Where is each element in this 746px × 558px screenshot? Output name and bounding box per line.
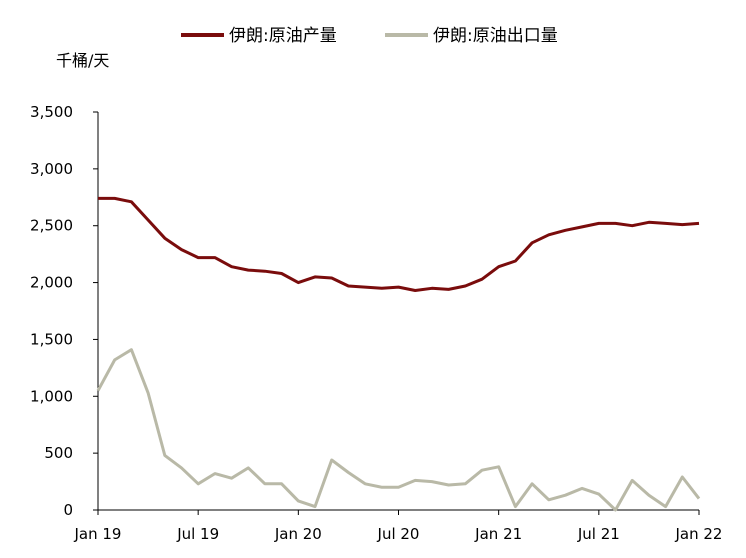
x-axis-ticks: Jan 19 Jul 19 Jan 20 Jul 20 Jan 21 Jul 21 Jan … <box>74 510 723 543</box>
x-tick-label: Jan 21 <box>474 525 522 543</box>
legend: 伊朗:原油产量 伊朗:原油出口量 <box>181 26 558 46</box>
y-tick-label: 2,500 <box>30 217 73 235</box>
x-tick-label: Jul 21 <box>577 525 620 543</box>
y-tick-label: 500 <box>44 444 73 462</box>
y-tick-label: 0 <box>63 501 73 519</box>
x-tick-label: Jan 20 <box>274 525 322 543</box>
y-tick-label: 1,000 <box>30 387 73 405</box>
series-lines <box>96 196 701 512</box>
x-tick-label: Jul 19 <box>176 525 219 543</box>
production-line <box>98 196 700 292</box>
x-tick-label: Jul 20 <box>377 525 420 543</box>
exports-line <box>96 348 701 512</box>
legend-label-production: 伊朗:原油产量 <box>229 26 337 46</box>
y-axis-ticks: 0 500 1,000 1,500 2,000 2,500 3,000 3,500 <box>30 103 98 519</box>
x-tick-label: Jan 22 <box>675 525 723 543</box>
x-tick-label: Jan 19 <box>74 525 122 543</box>
axes <box>97 112 699 511</box>
y-tick-label: 1,500 <box>30 330 73 348</box>
y-axis-unit-label: 千桶/天 <box>56 51 109 70</box>
legend-label-exports: 伊朗:原油出口量 <box>433 26 558 46</box>
y-tick-label: 2,000 <box>30 274 73 292</box>
y-tick-label: 3,000 <box>30 160 73 178</box>
y-tick-label: 3,500 <box>30 103 73 121</box>
